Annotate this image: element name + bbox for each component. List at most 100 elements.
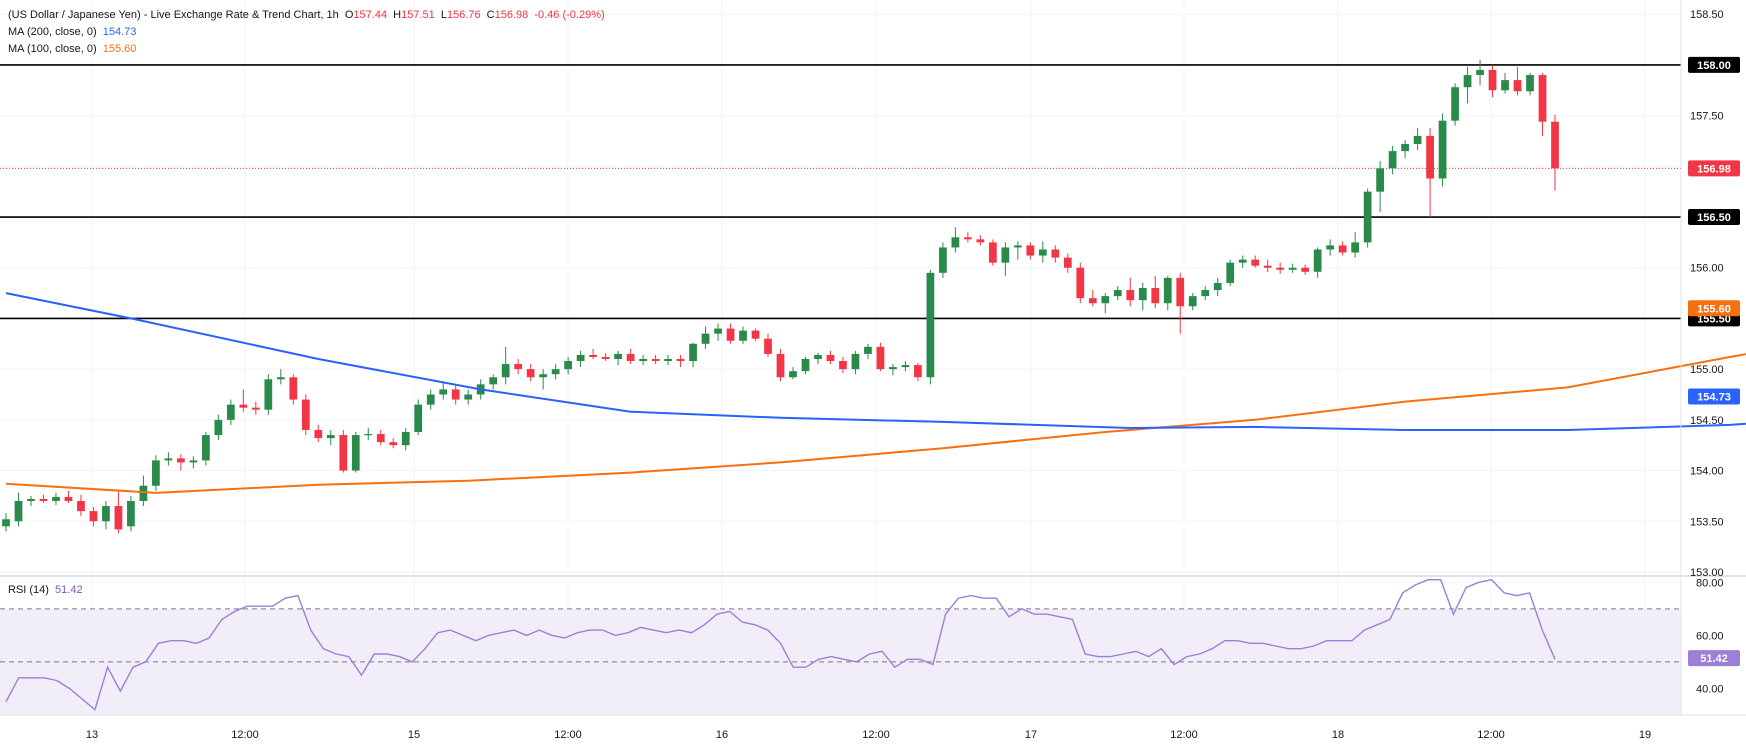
ma200-legend[interactable]: MA (200, close, 0) 154.73	[8, 25, 136, 39]
candle-up	[851, 353, 860, 370]
ma100-legend[interactable]: MA (100, close, 0) 155.60	[8, 42, 136, 56]
candle-up	[1438, 120, 1447, 179]
y-tick-label: 155.00	[1690, 364, 1724, 376]
candle-up	[164, 458, 173, 461]
candle-up	[414, 404, 423, 433]
open-label: O	[344, 9, 354, 21]
candle-up	[939, 247, 947, 273]
candle-down	[314, 429, 323, 439]
candle-up	[276, 377, 285, 380]
high-value: 157.51	[401, 9, 435, 21]
candle-up	[439, 389, 448, 395]
candle-up	[951, 237, 960, 248]
candle-up	[201, 435, 210, 461]
x-tick-label: 12:00	[554, 729, 582, 741]
candle-down	[389, 442, 398, 446]
x-tick-label: 12:00	[1170, 729, 1198, 741]
rsi-label: RSI (14)	[8, 584, 49, 596]
level-tag: 156.50	[1697, 212, 1731, 224]
candle-up	[1038, 249, 1047, 256]
horizontal-levels	[0, 64, 1681, 320]
x-tick-label: 16	[716, 729, 728, 741]
candle-up	[401, 432, 410, 446]
candle-up	[1101, 296, 1110, 304]
axis-labels: 13 12:00 15 12:00 16 12:00 17 12:00 18 12:00 19 158…	[86, 9, 1724, 741]
candle-up	[226, 404, 235, 420]
candle-up	[901, 365, 910, 368]
rsi-legend[interactable]: RSI (14) 51.42	[8, 583, 83, 597]
low-value: 156.76	[446, 9, 481, 21]
candle-up	[1363, 191, 1372, 243]
candle-up	[189, 460, 198, 463]
candle-down	[77, 500, 85, 512]
candle-down	[251, 407, 260, 410]
open-value: 157.44	[353, 9, 388, 21]
price-tags: 158.00 156.50 155.50 156.98 155.60 154.73 51.4…	[1688, 56, 1740, 667]
candle-up	[1226, 262, 1235, 283]
candle-down	[1076, 267, 1085, 299]
candle-down	[1263, 265, 1272, 268]
candle-up	[689, 343, 697, 362]
candle-down	[1338, 245, 1347, 253]
candle-up	[1288, 267, 1297, 270]
x-tick-label: 12:00	[231, 729, 259, 741]
y-tick-label: 158.50	[1690, 9, 1724, 21]
high-label: H	[393, 9, 402, 21]
x-tick-label: 13	[86, 729, 98, 741]
ma100-tag-bg	[1688, 300, 1740, 317]
rsi-value: 51.42	[55, 584, 83, 596]
candle-up	[1451, 87, 1459, 121]
candle-up	[739, 330, 747, 341]
x-tick-label: 19	[1639, 729, 1651, 741]
x-tick-label: 18	[1332, 729, 1344, 741]
candle-up	[1376, 168, 1384, 192]
rsi-band	[0, 608, 1681, 716]
candle-down	[526, 369, 535, 378]
candle-up	[1188, 296, 1197, 307]
ma100-tag: 155.60	[1697, 303, 1731, 315]
candle-down	[1488, 69, 1497, 91]
candle-down	[876, 346, 885, 370]
candle-up	[1201, 290, 1210, 297]
candle-down	[1063, 257, 1072, 268]
candle-down	[1538, 75, 1547, 122]
ma200-tag-bg	[1688, 388, 1740, 405]
ma200-line	[5, 292, 1746, 431]
candle-up	[264, 379, 273, 410]
candle-up	[926, 272, 935, 378]
y-tick-label: 154.00	[1690, 466, 1724, 478]
candle-down	[1251, 259, 1260, 266]
candle-up	[564, 361, 573, 370]
low-label: L	[440, 9, 447, 21]
candle-up	[102, 506, 110, 522]
candle-down	[1551, 121, 1559, 169]
x-tick-label: 12:00	[1477, 729, 1505, 741]
candle-up	[1351, 242, 1360, 253]
candle-down	[751, 330, 760, 339]
candle-up	[1213, 282, 1222, 291]
candle-down	[976, 239, 985, 243]
candle-up	[1413, 135, 1422, 145]
candle-down	[1276, 267, 1285, 270]
candle-down	[1088, 298, 1097, 304]
candle-down	[1176, 277, 1185, 307]
candle-up	[1238, 259, 1247, 263]
moving-averages	[5, 292, 1746, 494]
candle-up	[864, 346, 872, 354]
candle-up	[1013, 245, 1022, 248]
candle-up	[614, 353, 622, 359]
candle-down	[914, 365, 922, 378]
candle-down	[1301, 267, 1310, 272]
chart-grid	[0, 0, 1681, 715]
rsi-series-line	[5, 578, 1556, 711]
ma200-label: MA (200, close, 0)	[8, 26, 97, 38]
candle-up	[714, 328, 722, 334]
candle-up	[1463, 75, 1472, 88]
rsi-y-tick-label: 80.00	[1696, 577, 1724, 589]
candle-down	[1426, 135, 1434, 179]
candle-down	[239, 404, 248, 408]
x-tick-label: 15	[408, 729, 420, 741]
candle-down	[339, 435, 348, 471]
y-tick-label: 153.00	[1690, 567, 1724, 579]
